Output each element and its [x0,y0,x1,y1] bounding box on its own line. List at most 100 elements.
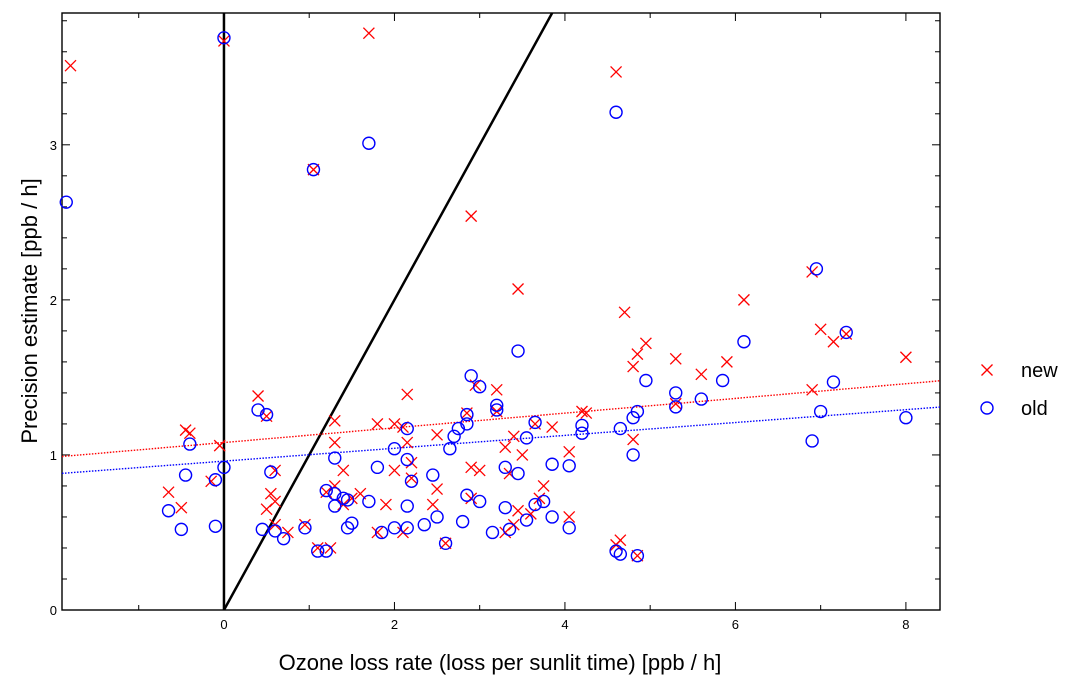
data-point-new [512,283,525,295]
data-point-old [404,474,419,488]
data-point-old [562,521,576,535]
data-point-new [720,355,733,368]
data-point-new [465,210,478,223]
x-tick-label: 4 [561,617,568,632]
data-point-old [613,547,628,561]
data-point-new-stroke [218,34,230,47]
data-point-new-stroke [269,464,282,477]
data-point-old [813,404,828,419]
data-point-new [397,421,409,433]
data-point-old [438,536,453,551]
data-point-new-stroke [627,360,640,373]
data-point-new-stroke [252,390,265,402]
data-point-new-stroke [631,348,644,361]
data-point-new [401,436,414,449]
data-point-new-stroke [405,472,418,485]
data-point-new-stroke [260,503,273,516]
data-point-new [618,306,631,319]
data-point-new [362,27,375,40]
data-point-old [264,465,278,479]
data-point-new-stroke [469,379,482,392]
data-point-new-stroke [507,430,520,443]
data-point-old [669,400,683,414]
data-point-new-stroke [639,337,652,350]
data-point-new [614,534,627,547]
data-point-new-stroke [720,355,733,368]
data-point-new [516,448,529,461]
y-tick-label: 3 [50,138,57,153]
legend-label-new: new [1021,360,1058,382]
data-point-new-stroke [490,383,503,396]
data-point-old [417,518,431,532]
data-point-old [340,493,355,507]
data-point-new-stroke [311,542,324,554]
data-point-new-stroke [401,388,414,401]
data-point-new-stroke [827,335,840,348]
data-point-old [208,519,223,533]
data-point-new [627,360,640,373]
data-point-old [362,494,376,509]
data-point-new-stroke [899,351,912,364]
data-point-new [507,430,520,443]
data-point-old [639,373,653,388]
data-point-new-stroke [162,486,175,499]
one-to-one-line [222,12,554,611]
data-point-new-stroke [806,265,819,278]
data-point-old [259,407,274,422]
data-point-old [387,442,402,456]
data-point-new [669,397,682,410]
data-point-new [627,433,640,446]
data-point-old [161,504,176,518]
data-point-new-stroke [175,501,188,514]
data-point-old [502,522,517,537]
data-point-new-stroke [546,421,559,433]
reference-lines [222,12,554,611]
data-point-new [264,487,277,500]
data-point-new [183,427,196,440]
data-point-old [447,429,461,444]
data-point-old [528,497,542,512]
data-point-old [809,262,824,276]
data-point-old [562,459,576,473]
data-point-new-stroke [512,504,525,517]
data-point-new [465,492,478,505]
data-point-new-stroke [426,498,439,511]
data-point-old [519,513,534,527]
data-point-new [213,439,226,452]
data-point-old [609,105,623,119]
data-point-new-stroke [618,306,631,319]
data-point-new [669,352,682,365]
data-point-new [405,472,418,485]
data-point-new [814,323,827,336]
data-point-old [255,522,270,537]
data-point-new-stroke [614,534,627,547]
data-point-new-stroke [205,475,218,488]
data-point-new [328,414,341,427]
data-point-old [737,335,751,349]
data-point-old [694,392,709,406]
data-point-old [899,411,913,425]
data-point-new [465,461,478,474]
data-point-new-stroke [324,542,337,554]
data-point-old [251,403,265,417]
data-point-new-stroke [737,293,750,306]
data-point-old [490,398,504,413]
data-point-new-stroke [465,210,478,223]
data-point-new-stroke [576,405,588,418]
data-point-old [460,417,474,431]
data-point-new [324,542,337,554]
data-point-new-stroke [465,461,478,474]
data-point-new [537,479,550,492]
data-point-old [511,344,525,358]
data-point-new-stroke [669,397,682,410]
data-point-new-stroke [397,421,409,433]
data-point-new-stroke [669,352,682,365]
data-point-new-stroke [362,27,375,40]
data-point-new-stroke [537,479,550,492]
data-point-old [609,544,623,558]
data-point-old [430,510,444,524]
legend-label-old: old [1021,398,1048,420]
data-point-old [490,403,504,417]
data-point-new-stroke [431,428,444,441]
